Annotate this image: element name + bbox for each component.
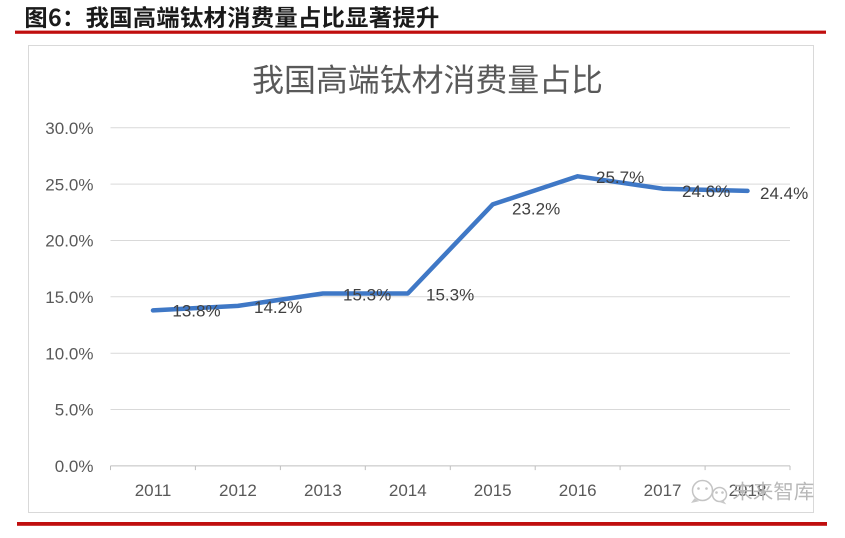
svg-text:2011: 2011	[135, 481, 172, 500]
svg-text:30.0%: 30.0%	[45, 119, 93, 138]
svg-text:2017: 2017	[644, 481, 682, 500]
svg-text:2013: 2013	[304, 481, 342, 500]
svg-text:15.0%: 15.0%	[45, 288, 93, 307]
svg-text:2015: 2015	[474, 481, 512, 500]
svg-text:24.6%: 24.6%	[682, 182, 730, 201]
svg-text:2016: 2016	[559, 481, 597, 500]
svg-text:24.4%: 24.4%	[760, 184, 808, 203]
svg-text:20.0%: 20.0%	[45, 232, 93, 251]
svg-text:25.0%: 25.0%	[45, 175, 93, 194]
svg-text:15.3%: 15.3%	[343, 286, 391, 305]
svg-text:2014: 2014	[389, 481, 427, 500]
svg-text:0.0%: 0.0%	[55, 457, 94, 476]
svg-text:5.0%: 5.0%	[55, 401, 94, 420]
svg-text:23.2%: 23.2%	[512, 200, 560, 219]
svg-text:2012: 2012	[219, 481, 257, 500]
svg-text:13.8%: 13.8%	[172, 302, 220, 321]
svg-text:14.2%: 14.2%	[254, 298, 302, 317]
svg-text:10.0%: 10.0%	[45, 344, 93, 363]
svg-text:15.3%: 15.3%	[426, 286, 474, 305]
svg-text:25.7%: 25.7%	[596, 168, 644, 187]
